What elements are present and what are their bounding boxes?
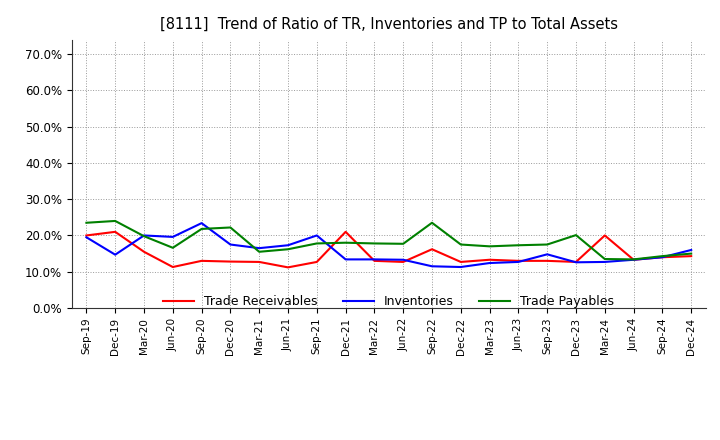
- Trade Receivables: [82, 233, 91, 238]
- Trade Payables: [629, 257, 638, 262]
- Inventories: [428, 264, 436, 269]
- Trade Receivables: [140, 249, 148, 254]
- Trade Receivables: [687, 253, 696, 259]
- Inventories: [543, 252, 552, 257]
- Inventories: [572, 260, 580, 265]
- Trade Receivables: [428, 246, 436, 252]
- Trade Receivables: [197, 258, 206, 264]
- Trade Payables: [687, 251, 696, 256]
- Legend: Trade Receivables, Inventories, Trade Payables: Trade Receivables, Inventories, Trade Pa…: [158, 290, 619, 313]
- Trade Receivables: [284, 265, 292, 270]
- Trade Payables: [370, 241, 379, 246]
- Inventories: [399, 257, 408, 262]
- Trade Receivables: [341, 229, 350, 235]
- Trade Receivables: [255, 259, 264, 264]
- Trade Payables: [658, 253, 667, 259]
- Inventories: [456, 264, 465, 270]
- Trade Receivables: [543, 258, 552, 264]
- Trade Payables: [255, 249, 264, 254]
- Inventories: [197, 220, 206, 226]
- Inventories: [514, 259, 523, 264]
- Trade Payables: [428, 220, 436, 225]
- Trade Payables: [111, 218, 120, 224]
- Trade Receivables: [168, 264, 177, 270]
- Trade Payables: [543, 242, 552, 247]
- Inventories: [600, 259, 609, 264]
- Trade Payables: [168, 245, 177, 250]
- Trade Receivables: [514, 258, 523, 264]
- Inventories: [111, 252, 120, 257]
- Trade Receivables: [572, 259, 580, 264]
- Trade Payables: [226, 225, 235, 230]
- Line: Trade Payables: Trade Payables: [86, 221, 691, 260]
- Inventories: [312, 233, 321, 238]
- Inventories: [82, 235, 91, 240]
- Inventories: [370, 257, 379, 262]
- Trade Receivables: [658, 255, 667, 260]
- Trade Receivables: [485, 257, 494, 262]
- Trade Receivables: [111, 229, 120, 235]
- Inventories: [658, 255, 667, 260]
- Trade Payables: [600, 257, 609, 262]
- Trade Payables: [572, 232, 580, 238]
- Trade Payables: [341, 240, 350, 246]
- Inventories: [226, 242, 235, 247]
- Trade Receivables: [629, 257, 638, 262]
- Trade Payables: [399, 241, 408, 246]
- Trade Payables: [485, 244, 494, 249]
- Inventories: [284, 242, 292, 248]
- Trade Payables: [197, 226, 206, 231]
- Trade Receivables: [370, 258, 379, 264]
- Trade Receivables: [226, 259, 235, 264]
- Trade Payables: [312, 241, 321, 246]
- Inventories: [168, 234, 177, 239]
- Trade Receivables: [312, 259, 321, 264]
- Inventories: [629, 257, 638, 262]
- Title: [8111]  Trend of Ratio of TR, Inventories and TP to Total Assets: [8111] Trend of Ratio of TR, Inventories…: [160, 16, 618, 32]
- Trade Payables: [284, 246, 292, 252]
- Trade Receivables: [399, 259, 408, 264]
- Trade Payables: [82, 220, 91, 225]
- Line: Trade Receivables: Trade Receivables: [86, 232, 691, 268]
- Inventories: [485, 260, 494, 266]
- Trade Payables: [456, 242, 465, 247]
- Inventories: [341, 257, 350, 262]
- Inventories: [255, 246, 264, 251]
- Inventories: [687, 247, 696, 253]
- Trade Receivables: [600, 233, 609, 238]
- Inventories: [140, 233, 148, 238]
- Trade Receivables: [456, 259, 465, 264]
- Trade Payables: [140, 234, 148, 239]
- Trade Payables: [514, 242, 523, 248]
- Line: Inventories: Inventories: [86, 223, 691, 267]
